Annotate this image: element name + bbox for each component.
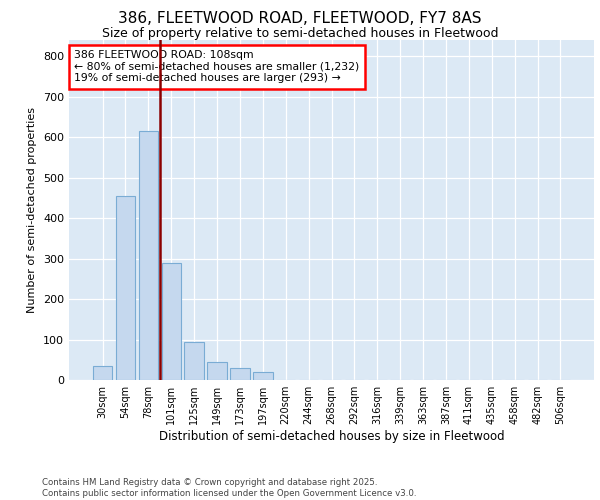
Y-axis label: Number of semi-detached properties: Number of semi-detached properties — [28, 107, 37, 313]
Text: 386 FLEETWOOD ROAD: 108sqm
← 80% of semi-detached houses are smaller (1,232)
19%: 386 FLEETWOOD ROAD: 108sqm ← 80% of semi… — [74, 50, 359, 84]
Bar — [253, 372, 272, 380]
Bar — [208, 362, 227, 380]
Bar — [230, 368, 250, 380]
Text: 386, FLEETWOOD ROAD, FLEETWOOD, FY7 8AS: 386, FLEETWOOD ROAD, FLEETWOOD, FY7 8AS — [118, 11, 482, 26]
Bar — [116, 196, 135, 380]
Text: Size of property relative to semi-detached houses in Fleetwood: Size of property relative to semi-detach… — [102, 28, 498, 40]
Text: Contains HM Land Registry data © Crown copyright and database right 2025.
Contai: Contains HM Land Registry data © Crown c… — [42, 478, 416, 498]
Bar — [139, 131, 158, 380]
Bar — [161, 262, 181, 380]
Bar — [184, 342, 204, 380]
X-axis label: Distribution of semi-detached houses by size in Fleetwood: Distribution of semi-detached houses by … — [158, 430, 505, 443]
Bar — [93, 366, 112, 380]
